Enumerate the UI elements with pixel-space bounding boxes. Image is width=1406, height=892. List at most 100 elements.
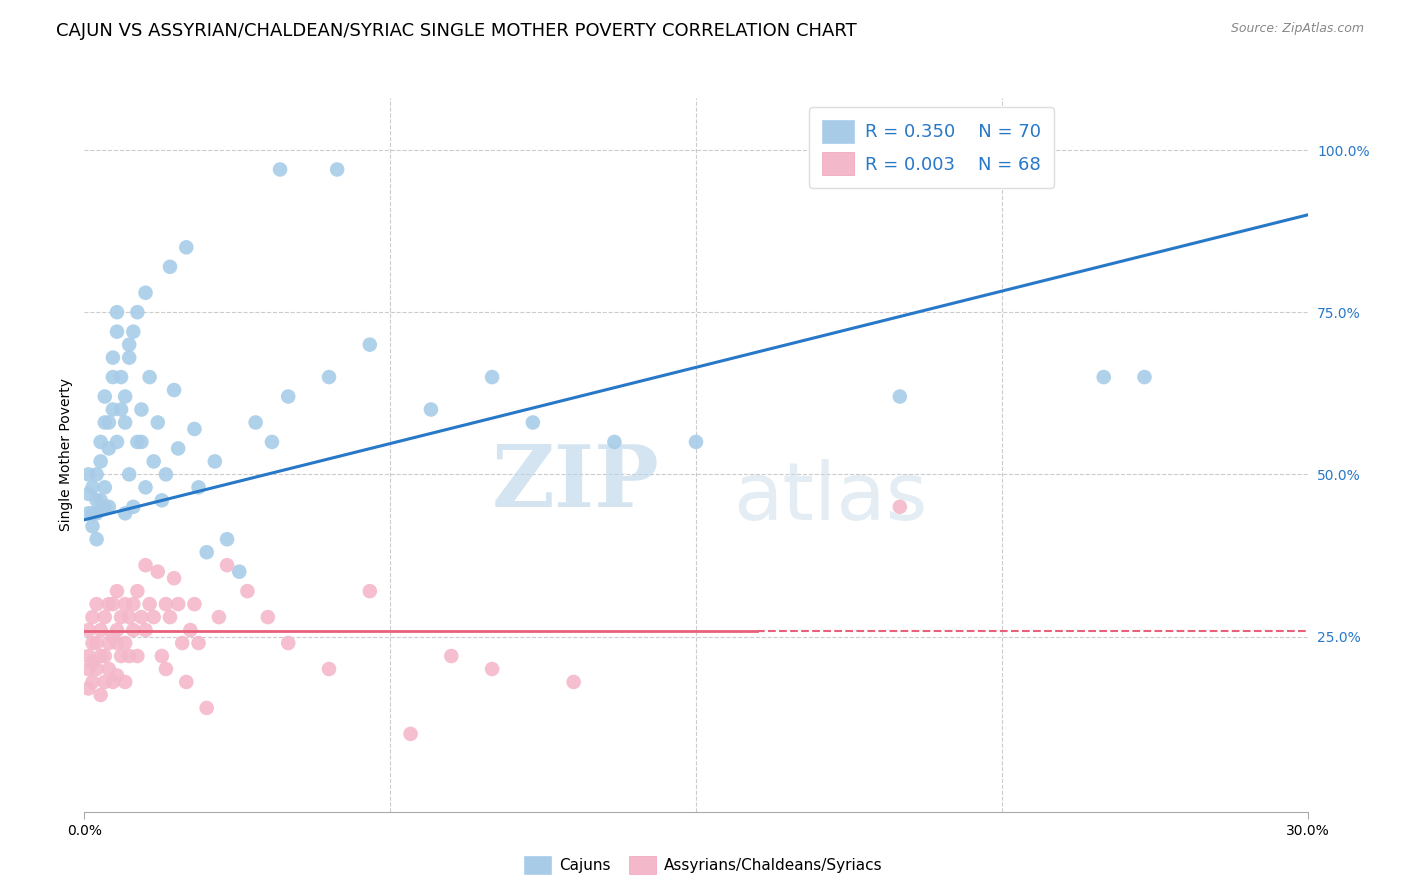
Point <box>105 434 128 449</box>
Point <box>135 285 157 300</box>
Point <box>122 597 145 611</box>
Point <box>245 416 267 430</box>
Point <box>236 584 259 599</box>
Point <box>187 480 209 494</box>
Point <box>93 610 117 624</box>
Point <box>481 662 503 676</box>
Point <box>217 533 239 547</box>
Point <box>142 454 165 468</box>
Point <box>138 597 160 611</box>
Point <box>420 402 443 417</box>
Point <box>114 506 136 520</box>
Point <box>131 610 153 624</box>
Point <box>159 610 181 624</box>
Point <box>1092 370 1115 384</box>
Point <box>86 636 108 650</box>
Point <box>318 662 340 676</box>
Point <box>118 351 141 365</box>
Point <box>97 662 120 676</box>
Point <box>176 675 198 690</box>
Point <box>105 668 128 682</box>
Point <box>131 434 153 449</box>
Point <box>217 558 239 573</box>
Point <box>93 500 117 514</box>
Point <box>318 370 340 384</box>
Point <box>163 383 186 397</box>
Point <box>685 434 707 449</box>
Point <box>114 416 136 430</box>
Point <box>135 558 157 573</box>
Point <box>82 519 104 533</box>
Point <box>155 597 177 611</box>
Point <box>97 636 120 650</box>
Point <box>167 597 190 611</box>
Point <box>101 402 124 417</box>
Point <box>122 623 145 637</box>
Point <box>101 370 124 384</box>
Point <box>167 442 190 456</box>
Point <box>82 480 104 494</box>
Point <box>86 467 108 482</box>
Point <box>114 675 136 690</box>
Point <box>82 506 104 520</box>
Point <box>122 500 145 514</box>
Point <box>195 701 218 715</box>
Point <box>114 636 136 650</box>
Point <box>187 636 209 650</box>
Point <box>90 688 112 702</box>
Point <box>260 434 283 449</box>
Point <box>97 500 120 514</box>
Legend: R = 0.350    N = 70, R = 0.003    N = 68: R = 0.350 N = 70, R = 0.003 N = 68 <box>810 107 1054 188</box>
Point <box>159 260 181 274</box>
Point <box>150 493 173 508</box>
Point <box>131 402 153 417</box>
Point <box>90 434 112 449</box>
Point <box>359 584 381 599</box>
Point <box>101 675 124 690</box>
Text: Source: ZipAtlas.com: Source: ZipAtlas.com <box>1230 22 1364 36</box>
Point <box>183 597 205 611</box>
Point <box>603 434 626 449</box>
Point <box>110 648 132 663</box>
Point <box>228 565 250 579</box>
Point <box>101 597 124 611</box>
Point <box>146 565 169 579</box>
Point <box>90 623 112 637</box>
Point <box>889 500 911 514</box>
Point <box>172 636 194 650</box>
Point <box>440 648 463 663</box>
Point <box>277 390 299 404</box>
Point <box>359 337 381 351</box>
Point <box>257 610 280 624</box>
Point <box>110 370 132 384</box>
Point <box>97 416 120 430</box>
Point <box>127 648 149 663</box>
Point <box>93 480 117 494</box>
Point <box>86 533 108 547</box>
Point <box>208 610 231 624</box>
Point <box>86 493 108 508</box>
Point <box>93 675 117 690</box>
Point <box>77 487 100 501</box>
Point <box>101 630 124 644</box>
Point <box>562 675 585 690</box>
Point <box>118 467 141 482</box>
Point <box>195 545 218 559</box>
Point <box>118 610 141 624</box>
Point <box>101 351 124 365</box>
Point <box>146 416 169 430</box>
Point <box>176 240 198 254</box>
Point <box>90 454 112 468</box>
Point <box>93 648 117 663</box>
Point <box>105 584 128 599</box>
Point <box>86 506 108 520</box>
Point <box>97 597 120 611</box>
Point <box>77 681 100 696</box>
Point <box>77 662 100 676</box>
Point <box>82 610 104 624</box>
Point <box>110 610 132 624</box>
Point <box>155 467 177 482</box>
Point <box>150 648 173 663</box>
Point <box>82 636 104 650</box>
Point <box>122 325 145 339</box>
